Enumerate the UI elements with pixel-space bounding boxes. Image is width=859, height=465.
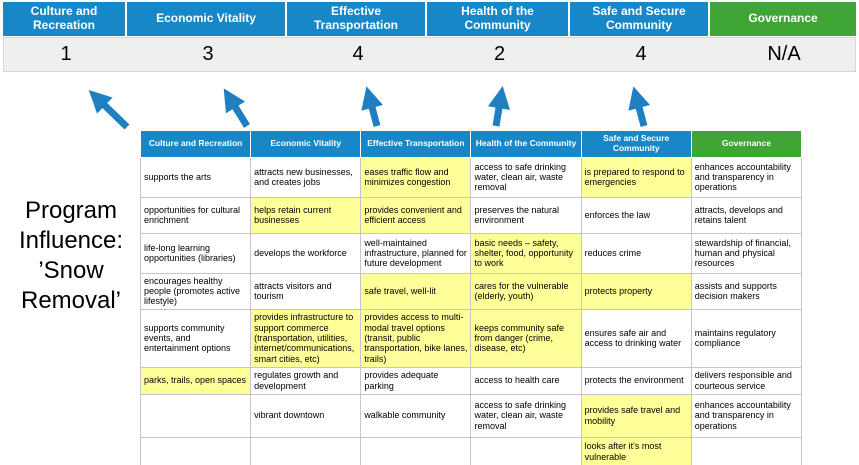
matrix-cell: delivers responsible and courteous servi… xyxy=(690,366,803,395)
matrix-cell: attracts visitors and tourism xyxy=(250,272,362,310)
matrix-cell: basic needs – safety, shelter, food, opp… xyxy=(470,232,582,274)
matrix-cell: enforces the law xyxy=(580,196,692,234)
up-arrow-icon xyxy=(361,86,383,127)
matrix-header-4: Safe and Secure Community xyxy=(580,130,692,158)
matrix-cell: well-maintained infrastructure, planned … xyxy=(360,232,472,274)
score-economic-vitality: 3 xyxy=(202,43,214,65)
score-row: 1 3 4 2 4 N/A xyxy=(3,37,856,72)
score-effective-transportation: 4 xyxy=(352,43,364,65)
matrix-cell: cares for the vulnerable (elderly, youth… xyxy=(470,272,582,310)
matrix-cell: keeps community safe from danger (crime,… xyxy=(470,308,582,368)
matrix-cell xyxy=(250,436,362,465)
matrix-cell: attracts new businesses, and creates job… xyxy=(250,156,362,198)
matrix-cell: supports community events, and entertain… xyxy=(139,308,252,368)
matrix-header-5: Governance xyxy=(690,130,803,158)
matrix-cell: ensures safe air and access to drinking … xyxy=(580,308,692,368)
matrix-header-2: Effective Transportation xyxy=(360,130,472,158)
up-arrow-icon xyxy=(628,86,650,127)
matrix-cell: walkable community xyxy=(360,393,472,438)
matrix-cell xyxy=(470,436,582,465)
matrix-cell: life-long learning opportunities (librar… xyxy=(139,232,252,274)
score-health-of-the-community: 2 xyxy=(493,43,506,65)
matrix-cell: enhances accountability and transparency… xyxy=(690,156,803,198)
matrix-row-7: looks after it's most vulnerable xyxy=(139,436,803,465)
matrix-cell xyxy=(360,436,472,465)
matrix-cell: provides adequate parking xyxy=(360,366,472,395)
matrix-row-1: opportunities for cultural enrichment hel… xyxy=(139,196,803,234)
matrix-cell: reduces crime xyxy=(580,232,692,274)
matrix-cell: access to health care xyxy=(470,366,582,395)
influence-matrix: Culture and Recreation Economic Vitality E… xyxy=(139,130,803,465)
score-culture-and-recreation: 1 xyxy=(60,43,72,65)
influence-arrows xyxy=(88,86,650,130)
category-banner: Culture and Recreation Economic Vitality… xyxy=(3,2,856,36)
matrix-cell: develops the workforce xyxy=(250,232,362,274)
matrix-cell: vibrant downtown xyxy=(250,393,362,438)
score-safe-and-secure-community: 4 xyxy=(635,43,647,65)
matrix-header-row: Culture and Recreation Economic Vitality E… xyxy=(139,130,803,158)
matrix-row-2: life-long learning opportunities (librar… xyxy=(139,232,803,274)
matrix-cell xyxy=(690,436,803,465)
matrix-cell: maintains regulatory compliance xyxy=(690,308,803,368)
matrix-cell: assists and supports decision makers xyxy=(690,272,803,310)
matrix-cell xyxy=(139,393,252,438)
matrix-row-5: parks, trails, open spaces regulates grow… xyxy=(139,366,803,395)
matrix-cell: access to safe drinking water, clean air… xyxy=(470,156,582,198)
matrix-cell: provides access to multi-modal travel op… xyxy=(360,308,472,368)
matrix-cell: protects property xyxy=(580,272,692,310)
matrix-cell: attracts, develops and retains talent xyxy=(690,196,803,234)
matrix-cell: access to safe drinking water, clean air… xyxy=(470,393,582,438)
banner-safe-and-secure-community: Safe and Secure Community xyxy=(570,2,710,36)
program-title: Program Influence: ’Snow Removal’ xyxy=(18,197,124,314)
score-governance: N/A xyxy=(767,43,801,65)
banner-culture-and-recreation: Culture and Recreation xyxy=(3,2,127,36)
matrix-row-0: supports the arts attracts new businesses… xyxy=(139,156,803,198)
matrix-cell xyxy=(139,436,252,465)
matrix-row-3: encourages healthy people (promotes acti… xyxy=(139,272,803,310)
up-arrow-icon xyxy=(88,89,130,130)
banner-economic-vitality: Economic Vitality xyxy=(127,2,287,36)
matrix-cell: parks, trails, open spaces xyxy=(139,366,252,395)
matrix-cell: stewardship of financial, human and phys… xyxy=(690,232,803,274)
up-arrow-icon xyxy=(487,86,511,127)
matrix-cell: provides convenient and efficient access xyxy=(360,196,472,234)
banner-governance: Governance xyxy=(710,2,856,36)
matrix-cell: preserves the natural environment xyxy=(470,196,582,234)
matrix-cell: supports the arts xyxy=(139,156,252,198)
matrix-row-6: vibrant downtown walkable community access… xyxy=(139,393,803,438)
matrix-header-3: Health of the Community xyxy=(470,130,582,158)
matrix-cell: regulates growth and development xyxy=(250,366,362,395)
matrix-cell: safe travel, well-lit xyxy=(360,272,472,310)
banner-health-of-the-community: Health of the Community xyxy=(427,2,570,36)
matrix-cell: opportunities for cultural enrichment xyxy=(139,196,252,234)
matrix-cell: is prepared to respond to emergencies xyxy=(580,156,692,198)
matrix-cell: eases traffic flow and minimizes congest… xyxy=(360,156,472,198)
matrix-cell: enhances accountability and transparency… xyxy=(690,393,803,438)
matrix-cell: protects the environment xyxy=(580,366,692,395)
matrix-cell: provides safe travel and mobility xyxy=(580,393,692,438)
matrix-header-0: Culture and Recreation xyxy=(139,130,252,158)
matrix-header-1: Economic Vitality xyxy=(250,130,362,158)
banner-effective-transportation: Effective Transportation xyxy=(287,2,427,36)
matrix-cell: encourages healthy people (promotes acti… xyxy=(139,272,252,310)
matrix-cell: provides infrastructure to support comme… xyxy=(250,308,362,368)
matrix-cell: helps retain current businesses xyxy=(250,196,362,234)
matrix-cell: looks after it's most vulnerable xyxy=(580,436,692,465)
matrix-row-4: supports community events, and entertain… xyxy=(139,308,803,368)
up-arrow-icon xyxy=(223,88,250,128)
